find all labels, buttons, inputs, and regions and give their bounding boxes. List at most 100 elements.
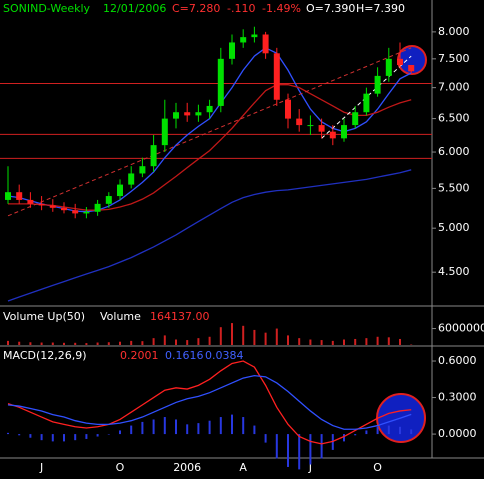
candle-body (329, 131, 336, 139)
candle-body (61, 207, 67, 211)
candle-body (251, 34, 258, 38)
candle-body (173, 112, 179, 119)
candle-body (161, 118, 168, 146)
histogram-bar (18, 434, 21, 436)
histogram-bar (175, 419, 177, 435)
x-tick-label: O (373, 461, 382, 474)
line (7, 360, 412, 445)
candle-body (105, 196, 112, 204)
y-tick-label: 6000000 (438, 322, 484, 335)
volume-bar (208, 336, 211, 345)
candle-body (262, 34, 269, 54)
macd-label: MACD(12,26,9) (3, 349, 87, 362)
volume-bar (163, 335, 166, 345)
change: -.110 (227, 2, 255, 15)
volume-bar (264, 332, 267, 345)
y-tick-label: 6.500 (438, 112, 470, 125)
line (7, 169, 412, 302)
volume-bar (287, 335, 289, 345)
y-tick-label: 0.6000 (438, 354, 477, 367)
histogram-bar (253, 425, 256, 435)
candle-body (363, 93, 370, 113)
histogram-bar (96, 434, 99, 437)
trend-line (321, 55, 412, 139)
histogram-bar (410, 429, 413, 435)
histogram-bar (208, 420, 211, 435)
histogram-bar (119, 430, 121, 435)
candle-body (117, 184, 123, 197)
volume-bar (40, 342, 43, 345)
volume-bar (186, 340, 189, 345)
y-tick-label: 8.000 (438, 25, 470, 38)
legend-entry: 0.1616 (165, 349, 204, 362)
volume-label: Volume Up(50) (3, 310, 85, 323)
volume-bar (51, 342, 54, 345)
candle-body (27, 199, 34, 204)
histogram-bar (309, 434, 312, 465)
y-tick-label: 5.500 (438, 181, 470, 194)
candle-body (374, 75, 381, 94)
candle-body (94, 203, 101, 212)
histogram-bar (231, 414, 233, 435)
y-tick-label: 0.3000 (438, 391, 477, 404)
y-tick-label: 7.000 (438, 81, 470, 94)
y-tick-label: 4.500 (438, 265, 470, 278)
candle-body (5, 192, 11, 200)
volume-bar (387, 337, 390, 345)
volume-bar (219, 327, 222, 345)
volume-bar (141, 341, 144, 345)
histogram-bar (130, 425, 133, 435)
histogram-bar (7, 432, 9, 435)
candle-body (273, 53, 280, 100)
candle-body (352, 112, 359, 126)
volume-bar (331, 340, 334, 345)
volume-bar (298, 338, 301, 345)
histogram-bar (163, 417, 166, 435)
volume-bar (365, 338, 368, 345)
candle-body (408, 65, 415, 72)
high: H=7.390 (356, 2, 405, 15)
candle-body (307, 125, 314, 127)
histogram-bar (298, 434, 301, 470)
candle-body (195, 112, 202, 116)
candle-body (38, 203, 45, 206)
x-tick-label: J (39, 461, 43, 474)
line (7, 374, 412, 430)
candle-body (341, 125, 347, 139)
volume-bar (152, 338, 155, 345)
volume-bar (74, 342, 77, 345)
volume-bar (85, 343, 88, 345)
candle-body (229, 42, 235, 59)
x-tick-label: 2006 (173, 461, 201, 474)
volume-bar (63, 342, 65, 345)
volume-bar (320, 340, 323, 345)
histogram-bar (365, 430, 368, 435)
histogram-bar (51, 434, 54, 442)
volume-bar (231, 323, 233, 345)
histogram-bar (354, 434, 357, 436)
y-tick-label: 6.000 (438, 145, 470, 158)
histogram-bar (40, 434, 43, 441)
legend-entry: 0.0384 (205, 349, 244, 362)
volume-bar (399, 338, 401, 345)
candle-body (206, 105, 213, 113)
x-tick-label: J (308, 461, 312, 474)
legend-entry: 0.2001 (120, 349, 159, 362)
trend-line (7, 47, 412, 217)
volume-bar (119, 341, 121, 345)
candle-body (49, 205, 56, 208)
volume-label: Volume (100, 310, 141, 323)
open: O=7.390 (306, 2, 355, 15)
histogram-bar (343, 434, 345, 442)
x-tick-label: A (239, 461, 247, 474)
candle-body (139, 166, 146, 174)
candle-body (16, 192, 23, 200)
candle-body (217, 58, 224, 106)
change-pct: -1.49% (262, 2, 301, 15)
histogram-bar (275, 434, 278, 459)
volume-bar (197, 338, 200, 345)
y-tick-label: 7.500 (438, 52, 470, 65)
volume-bar (130, 340, 133, 345)
histogram-bar (219, 417, 222, 435)
